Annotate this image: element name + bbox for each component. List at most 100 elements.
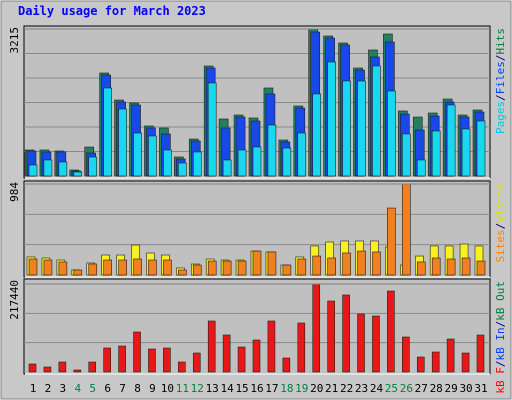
- bar: [237, 260, 247, 276]
- legend-item: Pages: [494, 101, 507, 134]
- x-tick-label: 3: [60, 382, 67, 395]
- bar: [297, 322, 306, 373]
- x-tick-label: 1: [30, 382, 37, 395]
- bar: [267, 124, 277, 177]
- bar: [297, 258, 307, 276]
- bar: [461, 128, 471, 177]
- bar: [222, 334, 231, 373]
- bar: [327, 61, 336, 177]
- bar: [207, 260, 217, 276]
- bar: [88, 361, 97, 373]
- legend-item: /: [494, 55, 507, 62]
- legend-item: Files: [494, 61, 507, 94]
- x-tick-label: 25: [385, 382, 398, 395]
- bar: [222, 159, 232, 177]
- bar: [282, 147, 292, 177]
- x-tick-label: 26: [400, 382, 413, 395]
- x-tick-label: 18: [280, 382, 293, 395]
- bar: [43, 159, 53, 177]
- bar: [163, 259, 172, 276]
- x-tick-label: 4: [74, 382, 81, 395]
- x-tick-label: 23: [355, 382, 368, 395]
- bar: [28, 258, 38, 276]
- legend-item: Hits: [494, 28, 507, 55]
- bar: [88, 156, 98, 177]
- x-tick-label: 24: [370, 382, 384, 395]
- bar: [476, 334, 485, 373]
- bar: [431, 351, 440, 373]
- bar: [372, 65, 381, 177]
- bar: [88, 263, 98, 276]
- bar: [58, 161, 68, 177]
- bar: [163, 149, 172, 177]
- bar: [312, 255, 322, 276]
- bar: [192, 352, 201, 373]
- y-tick-label: 3215: [8, 27, 21, 54]
- bar: [73, 269, 83, 276]
- x-tick-label: 17: [265, 382, 278, 395]
- bar: [402, 336, 410, 373]
- x-tick-label: 15: [235, 382, 248, 395]
- bar: [342, 294, 350, 373]
- legend-item: /: [494, 94, 507, 101]
- x-tick-label: 27: [415, 382, 428, 395]
- bar: [312, 93, 322, 177]
- x-tick-label: 13: [206, 382, 219, 395]
- bar: [446, 104, 456, 177]
- x-tick-label: 19: [295, 382, 308, 395]
- x-tick-label: 30: [459, 382, 472, 395]
- bar: [461, 352, 470, 373]
- legend-item: Visits: [494, 183, 507, 223]
- x-tick-label: 28: [430, 382, 443, 395]
- bar: [416, 261, 426, 276]
- bar: [357, 80, 366, 177]
- x-tick-label: 8: [134, 382, 141, 395]
- bar: [327, 257, 336, 276]
- bar: [148, 259, 157, 276]
- bar: [372, 251, 381, 276]
- bar: [372, 315, 380, 373]
- bar: [178, 162, 187, 177]
- bar: [402, 133, 411, 177]
- bar: [446, 258, 456, 276]
- bar: [416, 159, 426, 177]
- x-tick-label: 5: [89, 382, 96, 395]
- bar: [327, 300, 335, 373]
- bar: [416, 356, 425, 373]
- bar: [267, 251, 277, 276]
- bar: [282, 357, 291, 373]
- bar: [387, 207, 396, 276]
- bar: [237, 149, 247, 177]
- bar: [118, 108, 127, 177]
- chart-title: Daily usage for March 2023: [18, 4, 206, 18]
- bar: [476, 260, 486, 276]
- legend-item: Sites: [494, 229, 507, 262]
- bar: [192, 264, 202, 276]
- bar: [207, 82, 217, 177]
- x-tick-label: 10: [161, 382, 174, 395]
- bar: [178, 269, 187, 276]
- bar: [192, 151, 202, 177]
- legend-item: kB F: [494, 367, 507, 394]
- y-tick-label: 984: [8, 182, 21, 202]
- bar: [73, 369, 82, 373]
- x-tick-label: 21: [325, 382, 338, 395]
- bar: [43, 366, 52, 373]
- legend-item: kB Out: [494, 281, 507, 321]
- legend-item: kB In: [494, 327, 507, 360]
- legend-item: /: [494, 223, 507, 230]
- legend: Sites/Visits: [494, 183, 507, 263]
- bar: [312, 283, 321, 373]
- bar: [267, 320, 276, 373]
- bar: [118, 259, 127, 276]
- x-tick-label: 9: [149, 382, 156, 395]
- x-tick-label: 6: [104, 382, 111, 395]
- bar: [163, 347, 171, 373]
- bar: [431, 257, 441, 276]
- x-tick-label: 20: [310, 382, 323, 395]
- x-tick-label: 7: [119, 382, 126, 395]
- x-tick-label: 29: [445, 382, 458, 395]
- bar: [58, 261, 68, 276]
